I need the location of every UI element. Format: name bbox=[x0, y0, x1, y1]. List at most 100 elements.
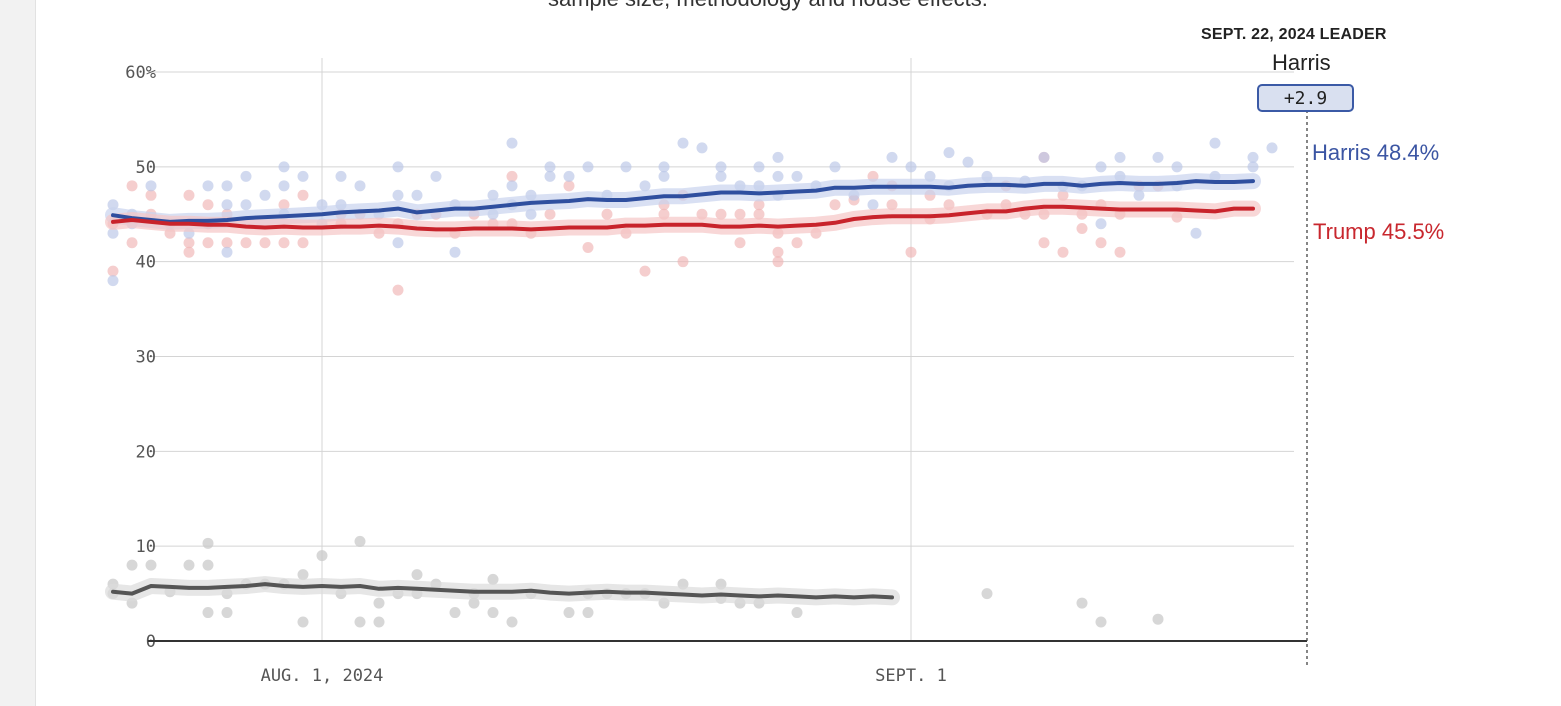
y-tick-label-20: 20 bbox=[136, 442, 156, 462]
other-poll-dot bbox=[1076, 597, 1088, 609]
leader-name: Harris bbox=[1272, 50, 1331, 75]
harris-poll-dot bbox=[506, 137, 518, 149]
harris-poll-dot bbox=[240, 170, 252, 182]
harris-poll-dot bbox=[107, 227, 119, 239]
harris-poll-dot bbox=[278, 180, 290, 192]
x-tick-label-1: SEPT. 1 bbox=[875, 666, 947, 686]
trend-lines-layer bbox=[111, 179, 1255, 600]
harris-poll-dot bbox=[1247, 151, 1259, 163]
harris-poll-dot bbox=[791, 170, 803, 182]
trump-poll-dot bbox=[677, 256, 689, 268]
other-poll-dot bbox=[1152, 613, 1164, 625]
harris-poll-dot bbox=[1095, 161, 1107, 173]
y-tick-label-10: 10 bbox=[136, 537, 156, 557]
page-left-gutter bbox=[0, 0, 36, 706]
trump-poll-dot bbox=[1038, 237, 1050, 249]
harris-poll-dot bbox=[506, 180, 518, 192]
trump-poll-dot bbox=[107, 265, 119, 277]
trump-poll-dot bbox=[753, 208, 765, 220]
trump-poll-dot bbox=[297, 237, 309, 249]
harris-poll-dot bbox=[829, 161, 841, 173]
other-trend-line bbox=[111, 582, 894, 600]
harris-poll-dot bbox=[582, 161, 594, 173]
y-tick-label-50: 50 bbox=[136, 158, 156, 178]
harris-poll-dot bbox=[1209, 137, 1221, 149]
harris-poll-dot bbox=[544, 170, 556, 182]
trump-poll-dot bbox=[582, 241, 594, 253]
leader-heading: SEPT. 22, 2024 LEADER bbox=[1201, 26, 1387, 43]
trump-poll-dot bbox=[126, 180, 138, 192]
trump-poll-dot bbox=[506, 170, 518, 182]
other-poll-dot bbox=[221, 607, 233, 619]
other-poll-dot bbox=[791, 607, 803, 619]
trump-poll-dot bbox=[126, 237, 138, 249]
trump-poll-dot bbox=[202, 199, 214, 211]
harris-poll-dot bbox=[943, 147, 955, 159]
harris-poll-dot bbox=[905, 161, 917, 173]
other-poll-dot bbox=[506, 616, 518, 628]
trump-poll-dot bbox=[829, 199, 841, 211]
harris-poll-dot bbox=[772, 170, 784, 182]
trump-poll-dot bbox=[563, 180, 575, 192]
harris-poll-dot bbox=[1133, 189, 1145, 201]
other-poll-dot bbox=[468, 597, 480, 609]
other-poll-dot bbox=[487, 573, 499, 585]
harris-poll-dot bbox=[544, 161, 556, 173]
harris-poll-dot bbox=[639, 180, 651, 192]
trump-end-label: Trump 45.5% bbox=[1313, 219, 1445, 244]
other-poll-dot bbox=[354, 616, 366, 628]
harris-poll-dot bbox=[1266, 142, 1278, 154]
trump-poll-dot bbox=[1114, 246, 1126, 258]
trump-poll-dot bbox=[639, 265, 651, 277]
trump-poll-dot bbox=[221, 237, 233, 249]
other-poll-dot bbox=[297, 616, 309, 628]
harris-poll-dot bbox=[658, 170, 670, 182]
harris-poll-dot bbox=[658, 161, 670, 173]
harris-poll-dot bbox=[449, 246, 461, 258]
x-tick-label-0: AUG. 1, 2024 bbox=[261, 666, 384, 686]
harris-poll-dot bbox=[335, 170, 347, 182]
other-poll-dot bbox=[145, 559, 157, 571]
harris-poll-dot bbox=[620, 161, 632, 173]
harris-poll-dot bbox=[1190, 227, 1202, 239]
harris-poll-dot bbox=[715, 170, 727, 182]
harris-poll-dot bbox=[563, 170, 575, 182]
trump-poll-dot bbox=[772, 246, 784, 258]
harris-poll-dot bbox=[107, 275, 119, 287]
trump-poll-dot bbox=[905, 246, 917, 258]
harris-poll-dot bbox=[772, 151, 784, 163]
harris-poll-dot bbox=[392, 189, 404, 201]
harris-poll-dot bbox=[1114, 151, 1126, 163]
trump-poll-dot bbox=[1076, 222, 1088, 234]
trump-poll-dot bbox=[202, 237, 214, 249]
harris-poll-dot bbox=[525, 208, 537, 220]
other-poll-dot bbox=[202, 537, 214, 549]
harris-poll-dot bbox=[886, 151, 898, 163]
trump-poll-dot bbox=[145, 189, 157, 201]
harris-end-label: Harris 48.4% bbox=[1312, 140, 1440, 165]
harris-poll-dot bbox=[259, 189, 271, 201]
harris-poll-dot bbox=[202, 180, 214, 192]
harris-poll-dot bbox=[221, 246, 233, 258]
other-poll-dot bbox=[373, 616, 385, 628]
trump-poll-dot bbox=[278, 237, 290, 249]
leader-margin-badge: +2.9 bbox=[1257, 84, 1354, 112]
harris-poll-dot bbox=[392, 237, 404, 249]
trump-poll-dot bbox=[734, 208, 746, 220]
harris-poll-dot bbox=[962, 156, 974, 168]
harris-poll-dot bbox=[1152, 151, 1164, 163]
trump-poll-dot bbox=[278, 199, 290, 211]
harris-poll-dot bbox=[392, 161, 404, 173]
harris-trend-line bbox=[111, 179, 1255, 224]
other-poll-dot bbox=[373, 597, 385, 609]
trump-poll-dot bbox=[259, 237, 271, 249]
trump-poll-dot bbox=[183, 189, 195, 201]
other-poll-dot bbox=[449, 607, 461, 619]
trump-poll-dot bbox=[297, 189, 309, 201]
trump-poll-dot bbox=[1057, 189, 1069, 201]
trump-poll-dot bbox=[544, 208, 556, 220]
harris-poll-dot bbox=[221, 180, 233, 192]
other-poll-dot bbox=[487, 607, 499, 619]
